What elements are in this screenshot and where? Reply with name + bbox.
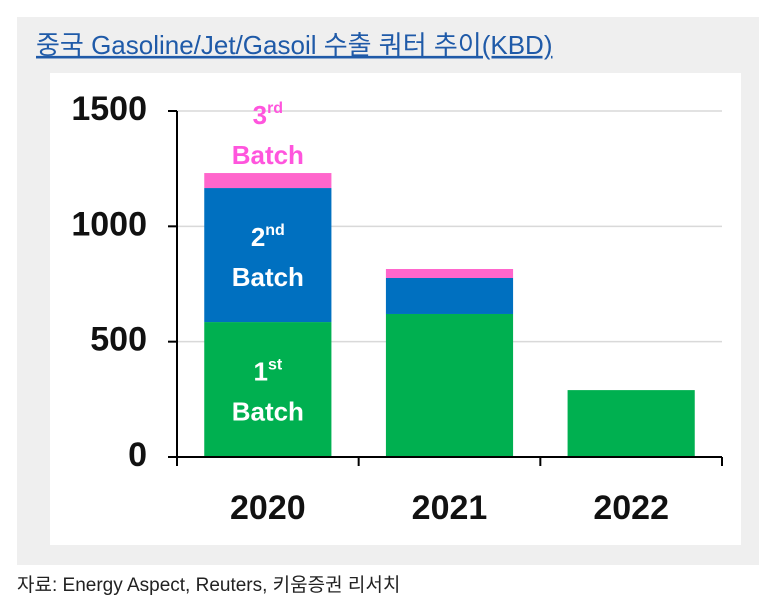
y-tick-label: 0 bbox=[128, 436, 147, 474]
bar-segment bbox=[385, 278, 514, 314]
segment-label: 2nd Batch bbox=[232, 222, 304, 292]
y-tick-label: 1000 bbox=[71, 205, 147, 243]
bar-segment bbox=[385, 313, 514, 457]
y-tick-label: 1500 bbox=[71, 90, 147, 128]
chart-title: 중국 Gasoline/Jet/Gasoil 수출 쿼터 추이(KBD) bbox=[36, 30, 552, 60]
bar-segment bbox=[567, 390, 695, 457]
x-tick-label: 2021 bbox=[412, 489, 488, 527]
bar-segment bbox=[204, 188, 332, 323]
source-note: 자료: Energy Aspect, Reuters, 키움증권 리서치 bbox=[17, 574, 400, 596]
bar-segment bbox=[204, 173, 332, 189]
segment-label: 3rd Batch bbox=[232, 100, 304, 170]
bar-segment bbox=[385, 269, 514, 279]
segment-label: 1st Batch bbox=[232, 356, 304, 426]
y-tick-label: 500 bbox=[90, 321, 147, 359]
bar-segment bbox=[204, 322, 332, 457]
x-tick-label: 2020 bbox=[230, 489, 306, 527]
x-tick-label: 2022 bbox=[593, 489, 669, 527]
